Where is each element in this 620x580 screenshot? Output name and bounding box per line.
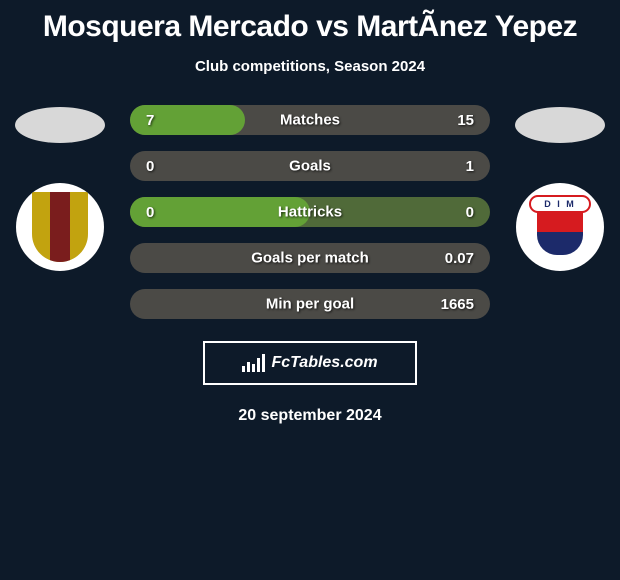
- stat-right-value: 15: [457, 112, 474, 129]
- date-text: 20 september 2024: [0, 407, 620, 425]
- bar-chart-icon: [242, 354, 265, 372]
- stat-left-value: 0: [146, 158, 154, 175]
- player-left-column: [10, 105, 110, 271]
- stat-label: Matches: [280, 112, 340, 129]
- page-title: Mosquera Mercado vs MartÃ­nez Yepez: [0, 10, 620, 44]
- stat-row-matches: 7 Matches 15: [130, 105, 490, 135]
- stat-right-value: 1665: [441, 296, 474, 313]
- stat-row-min-per-goal: Min per goal 1665: [130, 289, 490, 319]
- stat-label: Goals: [289, 158, 331, 175]
- stat-label: Min per goal: [266, 296, 354, 313]
- player-right-column: D I M: [510, 105, 610, 271]
- club-crest-left-icon: [32, 192, 88, 262]
- player-left-photo-placeholder: [15, 107, 105, 143]
- stat-row-goals-per-match: Goals per match 0.07: [130, 243, 490, 273]
- brand-box[interactable]: FcTables.com: [203, 341, 417, 385]
- stat-label: Goals per match: [251, 250, 369, 267]
- badge-banner-text: D I M: [529, 195, 591, 213]
- subtitle: Club competitions, Season 2024: [0, 58, 620, 75]
- comparison-card: Mosquera Mercado vs MartÃ­nez Yepez Club…: [0, 0, 620, 425]
- stat-right-value: 0: [466, 204, 474, 221]
- stat-right-value: 0.07: [445, 250, 474, 267]
- stat-label: Hattricks: [278, 204, 342, 221]
- stat-row-goals: 0 Goals 1: [130, 151, 490, 181]
- stat-right-value: 1: [466, 158, 474, 175]
- player-right-photo-placeholder: [515, 107, 605, 143]
- player-left-club-badge: [16, 183, 104, 271]
- stat-left-value: 7: [146, 112, 154, 129]
- stat-left-value: 0: [146, 204, 154, 221]
- stat-row-hattricks: 0 Hattricks 0: [130, 197, 490, 227]
- player-right-club-badge: D I M: [516, 183, 604, 271]
- club-crest-right-icon: D I M: [528, 195, 592, 259]
- brand-text: FcTables.com: [271, 354, 377, 372]
- stats-column: 7 Matches 15 0 Goals 1 0 Hattricks 0 Goa…: [130, 105, 490, 319]
- main-row: 7 Matches 15 0 Goals 1 0 Hattricks 0 Goa…: [0, 105, 620, 319]
